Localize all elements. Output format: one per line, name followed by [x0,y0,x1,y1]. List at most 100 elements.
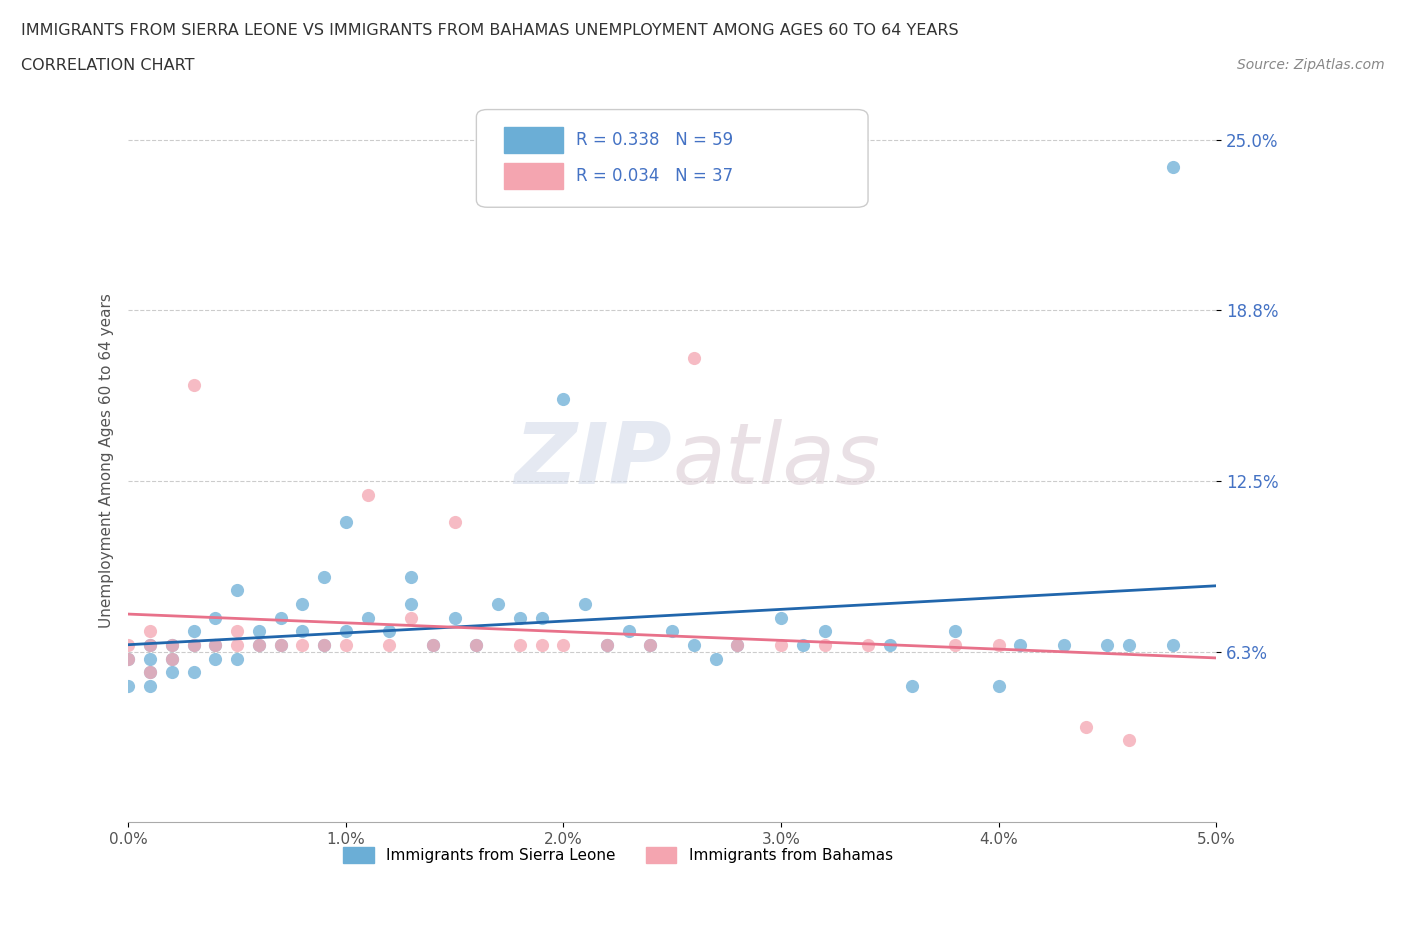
Text: Source: ZipAtlas.com: Source: ZipAtlas.com [1237,58,1385,72]
Point [183,637,205,652]
FancyBboxPatch shape [477,110,868,207]
Point [1010,637,1032,652]
Text: ZIP: ZIP [515,419,672,502]
Point [312,569,335,584]
Point [183,378,205,392]
Point [160,637,183,652]
Point [204,610,226,625]
Point [813,637,835,652]
Point [399,569,422,584]
Point [683,351,706,365]
Point [509,637,531,652]
Point [661,624,683,639]
Point [139,665,162,680]
Point [139,651,162,666]
Point [226,583,249,598]
Point [204,637,226,652]
Text: R = 0.034   N = 37: R = 0.034 N = 37 [576,167,734,185]
Point [553,637,575,652]
Point [139,637,162,652]
Point [378,637,401,652]
Point [530,637,553,652]
Point [422,637,444,652]
Point [117,637,139,652]
Point [553,392,575,406]
Point [335,637,357,652]
Point [183,665,205,680]
Point [987,679,1010,694]
Point [1161,160,1184,175]
Point [226,651,249,666]
Point [509,610,531,625]
Point [900,679,922,694]
Point [443,514,465,529]
Point [574,596,596,611]
Point [335,624,357,639]
Point [879,637,901,652]
Point [139,679,162,694]
Text: R = 0.338   N = 59: R = 0.338 N = 59 [576,131,734,149]
Point [160,651,183,666]
Point [704,651,727,666]
Point [1074,720,1097,735]
Point [291,624,314,639]
Point [1161,637,1184,652]
Legend: Immigrants from Sierra Leone, Immigrants from Bahamas: Immigrants from Sierra Leone, Immigrants… [337,841,898,869]
Y-axis label: Unemployment Among Ages 60 to 64 years: Unemployment Among Ages 60 to 64 years [100,293,114,628]
Point [183,624,205,639]
Point [399,596,422,611]
Point [1097,637,1119,652]
Point [769,637,792,652]
Point [640,637,662,652]
Point [378,624,401,639]
Point [117,651,139,666]
Point [769,610,792,625]
Point [617,624,640,639]
Point [117,679,139,694]
Point [160,665,183,680]
Point [356,487,378,502]
Point [356,610,378,625]
Text: CORRELATION CHART: CORRELATION CHART [21,58,194,73]
Point [312,637,335,652]
Point [226,624,249,639]
Point [1118,733,1140,748]
Point [422,637,444,652]
Point [270,610,292,625]
Point [813,624,835,639]
Point [270,637,292,652]
Point [640,637,662,652]
Point [247,637,270,652]
Point [596,637,619,652]
Text: IMMIGRANTS FROM SIERRA LEONE VS IMMIGRANTS FROM BAHAMAS UNEMPLOYMENT AMONG AGES : IMMIGRANTS FROM SIERRA LEONE VS IMMIGRAN… [21,23,959,38]
Point [792,637,814,652]
Point [1118,637,1140,652]
Point [270,637,292,652]
Point [399,610,422,625]
Point [204,651,226,666]
Bar [503,163,564,189]
Point [247,624,270,639]
Point [117,651,139,666]
Point [727,637,749,652]
Point [291,637,314,652]
Point [443,610,465,625]
Point [139,665,162,680]
Point [335,514,357,529]
Point [160,637,183,652]
Bar [503,126,564,153]
Point [987,637,1010,652]
Point [1053,637,1076,652]
Point [139,624,162,639]
Point [291,596,314,611]
Point [226,637,249,652]
Point [683,637,706,652]
Point [856,637,879,652]
Point [530,610,553,625]
Point [486,596,509,611]
Point [160,651,183,666]
Point [596,637,619,652]
Point [312,637,335,652]
Point [139,637,162,652]
Point [465,637,488,652]
